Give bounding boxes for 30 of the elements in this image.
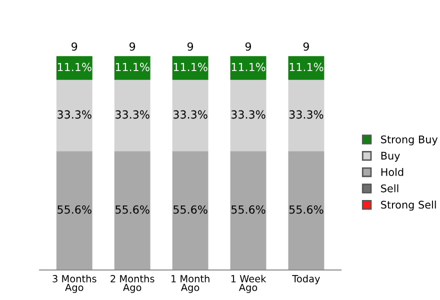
data-label: 33.3% xyxy=(231,110,266,119)
data-label: 33.3% xyxy=(58,110,92,119)
data-label: 11.1% xyxy=(232,62,266,72)
x-tick-label: 2 Months Ago xyxy=(110,274,154,293)
annotation: 9 xyxy=(130,42,136,51)
x-tick-label: 3 Months Ago xyxy=(52,274,96,293)
data-label: 55.6% xyxy=(231,205,266,214)
data-label: 55.6% xyxy=(58,205,92,214)
data-label: 33.3% xyxy=(116,110,150,119)
data-label: 55.6% xyxy=(116,205,150,214)
x-tick-label: Today xyxy=(292,274,320,284)
legend-label: Hold xyxy=(381,168,404,176)
x-tick-label: 1 Month Ago xyxy=(171,274,210,293)
legend-label: Strong Buy xyxy=(381,135,438,146)
data-label: 11.1% xyxy=(58,62,92,72)
annotation: 9 xyxy=(72,42,78,51)
annotation: 9 xyxy=(187,42,194,51)
data-label: 55.6% xyxy=(174,205,208,214)
legend-label: Strong Sell xyxy=(381,200,436,211)
data-label: 11.1% xyxy=(174,62,208,72)
annotation: 9 xyxy=(303,42,309,51)
x-tick-label: 1 Week Ago xyxy=(231,274,266,293)
data-label: 55.6% xyxy=(289,205,324,214)
annotation: 9 xyxy=(245,42,252,51)
legend-label: Sell xyxy=(381,184,398,192)
legend-label: Buy xyxy=(381,152,400,162)
data-label: 11.1% xyxy=(116,62,150,72)
data-label: 33.3% xyxy=(289,110,324,119)
data-label: 33.3% xyxy=(174,110,208,119)
data-label: 11.1% xyxy=(290,62,324,72)
